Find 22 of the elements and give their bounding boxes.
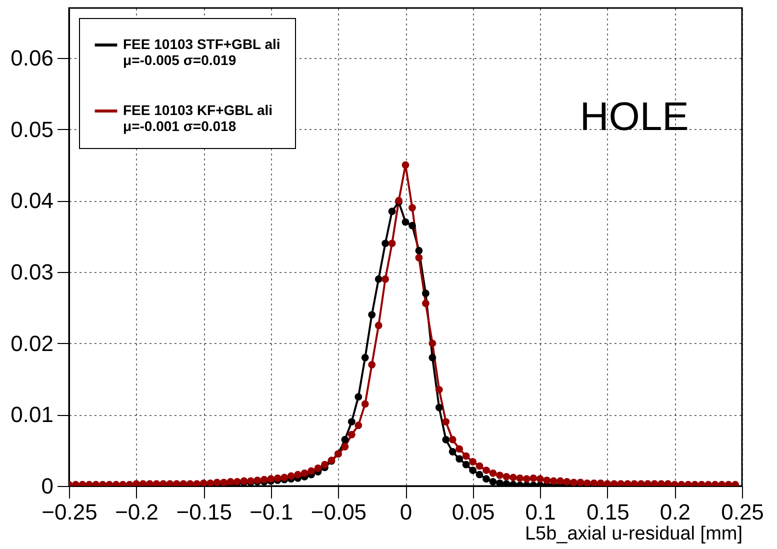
legend-label: FEE 10103 KF+GBL ali μ=-0.001 σ=0.018: [123, 102, 273, 134]
x-tick-label: 0.1: [525, 500, 556, 524]
y-tick-label: 0.04: [10, 188, 54, 214]
x-tick-label: −0.15: [176, 500, 232, 524]
y-tick-label: 0.06: [10, 45, 54, 70]
y-tick-label: 0.01: [10, 402, 54, 428]
y-tick-label: 0.03: [10, 259, 54, 284]
x-tick-label: 0: [400, 500, 412, 524]
x-tick-label: 0.05: [452, 500, 495, 524]
x-tick-label: 0.2: [660, 500, 690, 524]
y-tick-label: 0.05: [10, 116, 54, 142]
x-tick-label: 0.25: [721, 500, 764, 524]
y-tick-label: 0: [41, 474, 54, 498]
x-tick-label: −0.25: [42, 500, 98, 524]
y-tick-label: 0.02: [10, 330, 54, 356]
x-tick-label: −0.05: [310, 500, 367, 524]
annotation: HOLE: [580, 94, 689, 139]
x-tick-label: −0.1: [250, 500, 294, 524]
legend-label: FEE 10103 STF+GBL ali μ=-0.005 σ=0.019: [123, 36, 280, 68]
x-tick-label: 0.15: [586, 500, 630, 524]
x-axis-title: L5b_axial u-residual [mm]: [524, 524, 742, 544]
x-tick-label: −0.2: [115, 500, 159, 524]
